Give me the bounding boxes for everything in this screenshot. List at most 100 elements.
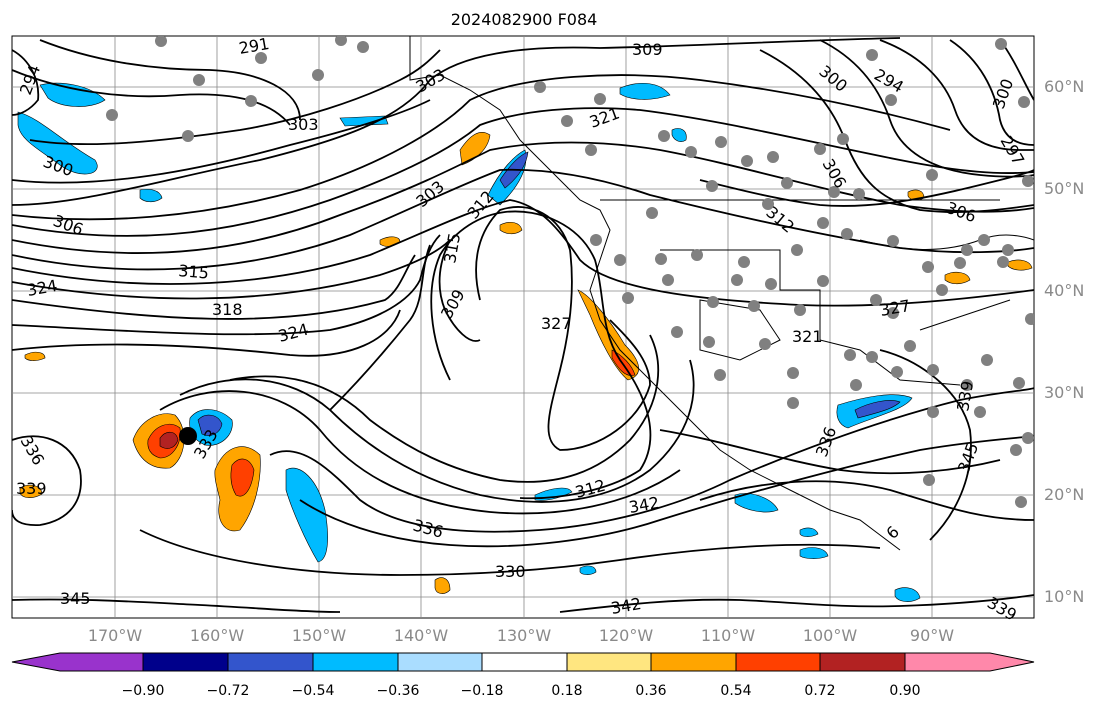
contour-label: 330 [495, 562, 526, 581]
contour-label: 303 [288, 115, 319, 134]
colorbar-tick-label: −0.72 [206, 683, 250, 699]
contour-line [139, 529, 881, 576]
shade-darkred-patch [159, 431, 179, 449]
shade-blue-patch [139, 188, 163, 203]
contour-line [12, 239, 481, 342]
colorbar-bin [481, 652, 568, 672]
lat-label: 20°N [1044, 485, 1085, 504]
lon-label: 160°W [189, 626, 245, 645]
divergence-shading [17, 82, 1033, 602]
contour-line [159, 390, 681, 515]
station-dots [106, 36, 1034, 508]
lat-label: 10°N [1044, 587, 1085, 606]
lon-label: 110°W [700, 626, 756, 645]
contour-label: 345 [60, 589, 91, 608]
shade-orange-patch [459, 131, 491, 166]
coastline [859, 234, 1034, 250]
contour-label: 339 [16, 479, 47, 498]
colorbar-bin [650, 652, 737, 672]
contour-line [12, 99, 431, 184]
shade-orange-patch [944, 271, 971, 285]
contour-label: 315 [178, 261, 210, 283]
contour-label: 318 [212, 300, 243, 319]
colorbar-bin [227, 652, 314, 672]
colorbar-bin [142, 652, 229, 672]
colorbar-tick-label: 0.90 [889, 683, 921, 699]
contour-line [12, 107, 1034, 237]
contour-label: 327 [541, 314, 572, 333]
shade-blue-patch [671, 128, 687, 142]
contour-line [949, 39, 1034, 146]
colorbar-tick-label: 0.36 [635, 683, 667, 699]
contour-line [12, 37, 901, 206]
shade-blue-patch [339, 115, 389, 127]
shade-orange-patch [24, 351, 46, 361]
contour-line [179, 359, 695, 503]
contour-line [329, 244, 431, 411]
contour-line [39, 39, 301, 121]
shade-orange-patch [1007, 259, 1033, 271]
colorbar-bin [735, 652, 821, 672]
lon-label: 140°W [393, 626, 449, 645]
shade-blue-patch [799, 527, 819, 537]
contour-line [12, 309, 401, 357]
contour-line [659, 429, 1001, 475]
colorbar-tick-label: −0.90 [121, 683, 165, 699]
colorbar-tick-label: 0.54 [720, 683, 752, 699]
contour-label: 321 [792, 327, 823, 346]
lat-label: 50°N [1044, 179, 1085, 198]
contour-line [299, 435, 1034, 548]
contour-line [819, 39, 1034, 178]
contour-line [559, 594, 1034, 613]
contour-line [12, 254, 416, 320]
contour-line [12, 234, 441, 336]
contour-line [12, 141, 1034, 254]
shade-blue-patch [619, 82, 671, 100]
contour-line [430, 210, 652, 500]
lat-label: 60°N [1044, 77, 1085, 96]
contour-line [12, 49, 40, 116]
map-title: 2024082900 F084 [450, 10, 598, 29]
shade-orange-patch [499, 221, 523, 235]
colorbar-tick-label: −0.54 [291, 683, 335, 699]
contour-line [29, 49, 441, 146]
storm-center-marker [179, 427, 197, 445]
colorbar-extend-min [11, 652, 144, 672]
colorbar [11, 652, 1035, 672]
contour-line [12, 598, 341, 613]
lon-label: 100°W [802, 626, 858, 645]
colorbar-tick-label: 0.72 [804, 683, 836, 699]
contour-line [229, 334, 660, 483]
colorbar-bin [397, 652, 483, 672]
shade-orange-patch [19, 484, 43, 498]
contour-line [12, 435, 82, 526]
shade-blue-patch [39, 82, 106, 107]
graticule [12, 36, 1034, 618]
lat-label: 40°N [1044, 281, 1085, 300]
colorbar-extend-max [904, 652, 1035, 672]
contour-label: 309 [632, 40, 663, 59]
lon-label: 120°W [598, 626, 654, 645]
contour-line [699, 480, 1034, 521]
lon-label: 170°W [87, 626, 143, 645]
lon-label: 90°W [909, 626, 955, 645]
colorbar-tick-label: 0.18 [551, 683, 583, 699]
contour-line [475, 206, 651, 451]
lon-label: 150°W [291, 626, 347, 645]
shade-red-patch [230, 458, 255, 497]
shade-dblue-patch [854, 400, 901, 419]
shade-blue-patch [579, 565, 597, 575]
coastline [919, 299, 1011, 331]
coastline [409, 36, 901, 551]
shade-blue-patch [799, 547, 829, 559]
contour-line [879, 349, 972, 541]
colorbar-bin [819, 652, 906, 672]
contour-lines [12, 37, 1034, 613]
shade-dblue-patch [197, 414, 223, 436]
shade-blue-patch [894, 587, 921, 602]
contour-line [759, 49, 1034, 213]
colorbar-bin [312, 652, 399, 672]
contour-line [12, 74, 951, 221]
shade-blue-patch [285, 467, 328, 563]
contour-line [269, 387, 1034, 533]
